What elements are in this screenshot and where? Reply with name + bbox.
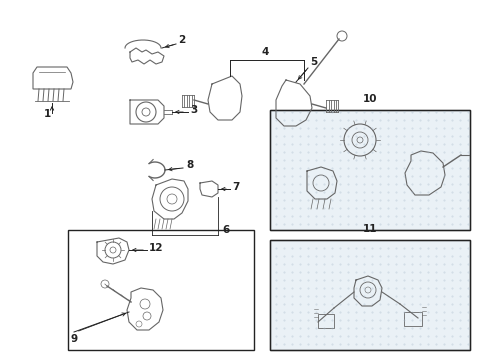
Text: 10: 10	[363, 94, 377, 104]
Text: 1: 1	[44, 109, 51, 119]
Text: 7: 7	[232, 182, 240, 192]
Text: 2: 2	[178, 35, 185, 45]
Text: 4: 4	[261, 47, 269, 57]
Bar	[270, 240, 470, 350]
Bar	[270, 110, 470, 230]
Bar	[270, 240, 470, 350]
Bar	[68, 230, 254, 350]
Text: 3: 3	[190, 105, 197, 115]
Text: 9: 9	[70, 334, 77, 344]
Text: 8: 8	[186, 160, 193, 170]
Text: 6: 6	[222, 225, 229, 235]
Text: 5: 5	[310, 57, 317, 67]
Text: 11: 11	[363, 224, 377, 234]
Bar	[270, 110, 470, 230]
Text: 12: 12	[149, 243, 164, 253]
